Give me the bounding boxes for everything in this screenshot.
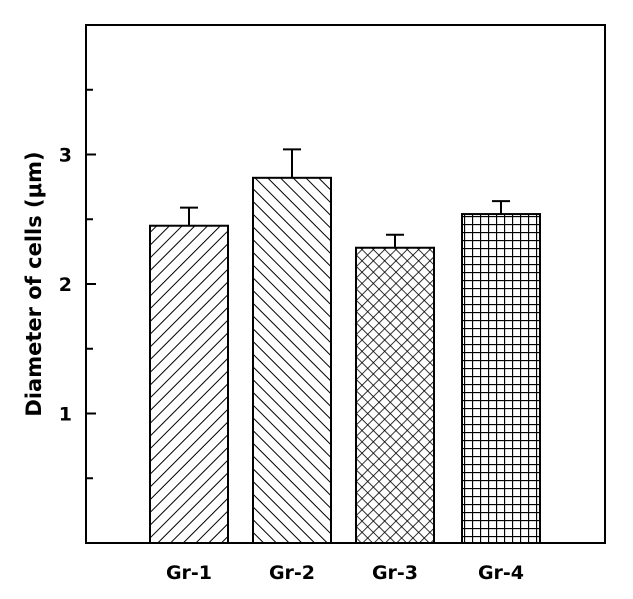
- x-tick-label: Gr-1: [166, 562, 212, 584]
- y-tick-label: 1: [59, 404, 72, 426]
- bars: [149, 176, 541, 545]
- y-axis-tick-labels: 1 2 3: [59, 145, 72, 426]
- y-tick-label: 3: [59, 145, 72, 167]
- bar-gr-2: [252, 176, 332, 544]
- y-tick-label: 2: [59, 274, 72, 296]
- x-tick-label: Gr-3: [372, 562, 418, 584]
- y-axis-ticks: [86, 88, 96, 480]
- y-axis-label: Diameter of cells (μm): [22, 151, 46, 416]
- error-bars: [180, 148, 510, 248]
- x-tick-label: Gr-2: [269, 562, 315, 584]
- bar-gr-4: [461, 213, 541, 544]
- x-axis-tick-labels: Gr-1 Gr-2 Gr-3 Gr-4: [166, 562, 524, 584]
- x-tick-label: Gr-4: [478, 562, 524, 584]
- bar-gr-3: [355, 246, 435, 545]
- bar-gr-1: [149, 224, 229, 544]
